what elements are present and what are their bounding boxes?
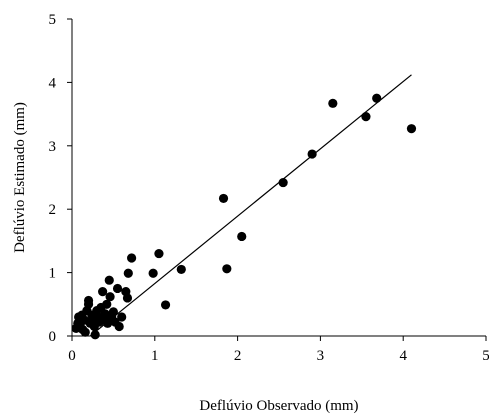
data-points <box>71 93 417 340</box>
data-point <box>218 193 229 204</box>
data-point <box>122 293 133 303</box>
data-point <box>105 292 115 302</box>
data-point <box>307 149 317 159</box>
data-point <box>80 327 90 337</box>
data-point <box>127 253 137 263</box>
y-tick-label: 0 <box>49 329 57 345</box>
data-point <box>278 177 288 188</box>
data-point <box>154 248 164 259</box>
y-ticks: 0 1 2 3 4 5 <box>49 12 72 345</box>
y-axis-title: Deflúvio Estimado (mm) <box>12 102 28 253</box>
y-tick-label: 1 <box>49 266 57 282</box>
x-ticks: 0 1 2 3 4 5 <box>68 336 489 364</box>
data-point <box>222 264 232 274</box>
data-point <box>114 321 124 332</box>
data-point <box>123 268 133 278</box>
y-tick-label: 2 <box>49 202 57 218</box>
x-tick-label: 0 <box>68 348 76 364</box>
y-tick-label: 5 <box>49 12 57 28</box>
axes <box>71 19 486 337</box>
x-tick-label: 4 <box>399 348 407 364</box>
data-point <box>117 312 127 322</box>
data-point <box>108 307 118 317</box>
data-point <box>148 268 158 278</box>
fit-line <box>89 74 412 337</box>
data-point <box>102 299 112 309</box>
data-point <box>98 287 108 297</box>
data-point <box>237 231 247 242</box>
data-point <box>83 295 94 306</box>
data-point <box>176 264 186 275</box>
data-point <box>112 283 123 294</box>
data-point <box>104 275 114 285</box>
data-point <box>361 112 371 122</box>
x-tick-label: 5 <box>482 348 489 364</box>
y-tick-label: 3 <box>49 139 57 155</box>
x-tick-label: 3 <box>317 348 325 364</box>
x-tick-label: 2 <box>234 348 242 364</box>
y-tick-label: 4 <box>49 75 57 91</box>
x-tick-label: 1 <box>151 348 159 364</box>
data-point <box>90 330 100 340</box>
data-point <box>328 98 338 108</box>
data-point <box>372 93 382 103</box>
data-point <box>160 300 171 310</box>
data-point <box>406 124 417 134</box>
x-axis-title: Deflúvio Observado (mm) <box>199 398 358 414</box>
